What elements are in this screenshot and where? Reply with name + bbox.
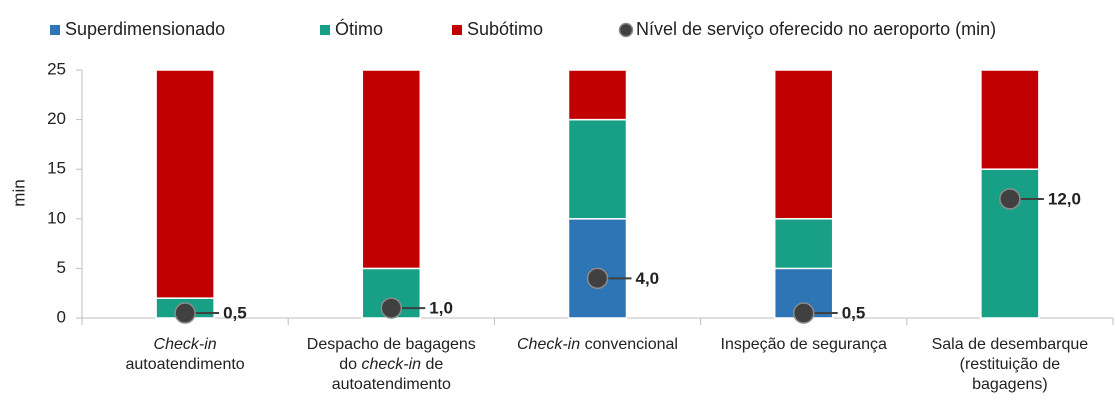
x-tick-label: Despacho de bagagens [307, 336, 476, 353]
y-tick-label: 5 [57, 258, 66, 277]
bar [567, 69, 628, 121]
bar [567, 118, 628, 220]
bar [773, 218, 834, 270]
y-tick-label: 25 [47, 59, 66, 78]
x-tick-label: autoatendimento [332, 376, 451, 393]
data-label: 0,5 [223, 304, 247, 323]
label-run: Check-in [154, 336, 217, 353]
marker [792, 302, 815, 324]
y-axis-label: min [9, 179, 28, 206]
y-tick-label: 10 [47, 208, 66, 227]
label-run: check-in [362, 356, 422, 373]
x-tick-label: do check-in de [339, 356, 443, 373]
legend-label: Nível de serviço oferecido no aeroporto … [636, 19, 996, 39]
data-label: 1,0 [429, 299, 453, 318]
bar [773, 69, 834, 220]
label-run: do [339, 356, 361, 373]
label-run: Check-in [517, 336, 580, 353]
bar [155, 69, 215, 299]
label-run: Inspeção de segurança [721, 336, 887, 353]
label-run: autoatendimento [125, 356, 244, 373]
x-tick-label: Sala de desembarque [932, 336, 1089, 353]
x-tick-label: Inspeção de segurança [721, 336, 887, 353]
data-label: 0,5 [842, 304, 866, 323]
marker [380, 297, 403, 319]
label-run: Sala de desembarque [932, 336, 1089, 353]
y-tick-label: 15 [47, 159, 66, 178]
x-tick-label: Check-in convencional [517, 336, 678, 353]
legend-label: Subótimo [467, 19, 543, 39]
legend-swatch [320, 25, 330, 35]
legend-label: Ótimo [335, 18, 383, 39]
marker [999, 188, 1021, 210]
bar [980, 69, 1040, 170]
legend-swatch [452, 25, 462, 35]
legend-marker [618, 22, 634, 38]
x-tick-label: Check-in [154, 336, 217, 353]
marker [174, 302, 196, 324]
label-run: de [421, 356, 443, 373]
label-run: (restituição de [960, 356, 1061, 373]
x-tick-label: autoatendimento [125, 356, 244, 373]
legend-swatch [50, 25, 60, 35]
bar [361, 69, 422, 270]
legend-label: Superdimensionado [65, 19, 225, 39]
label-run: Despacho de bagagens [307, 336, 476, 353]
x-tick-label: bagagens) [972, 376, 1048, 393]
label-run: bagagens) [972, 376, 1048, 393]
marker [586, 267, 609, 290]
label-run: autoatendimento [332, 376, 451, 393]
y-tick-label: 0 [57, 307, 66, 326]
data-label: 12,0 [1048, 189, 1081, 208]
x-tick-label: (restituição de [960, 356, 1061, 373]
data-label: 4,0 [636, 269, 660, 288]
label-run: convencional [580, 336, 678, 353]
y-tick-label: 20 [47, 109, 66, 128]
